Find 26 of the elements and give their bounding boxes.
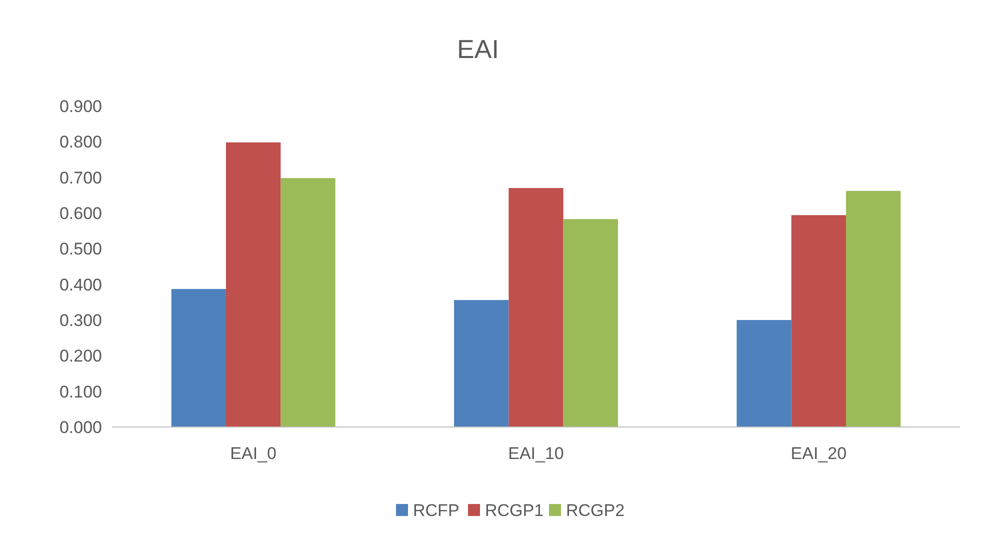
bar xyxy=(736,320,792,427)
y-tick-label: 0.500 xyxy=(59,240,102,259)
x-tick-label: EAI_20 xyxy=(790,444,847,463)
bar xyxy=(791,215,846,427)
y-tick-label: 0.100 xyxy=(59,382,102,402)
y-tick-label: 0.200 xyxy=(59,346,102,366)
legend-label: RCGP1 xyxy=(485,500,544,520)
bar xyxy=(563,219,618,427)
y-tick-label: 0.800 xyxy=(59,132,102,152)
y-tick-label: 0.000 xyxy=(59,418,102,437)
bar xyxy=(280,178,336,427)
y-tick-label: 0.700 xyxy=(59,168,102,188)
y-tick-label: 0.900 xyxy=(59,96,102,116)
y-tick-label: 0.600 xyxy=(59,204,102,223)
bar xyxy=(226,142,281,427)
bar xyxy=(508,188,564,427)
bar xyxy=(171,288,226,427)
chart-title: EAI xyxy=(457,34,499,64)
legend-label: RCFP xyxy=(413,500,460,520)
bar xyxy=(454,300,509,427)
y-tick-label: 0.400 xyxy=(59,275,102,294)
x-tick-label: EAI_0 xyxy=(230,444,276,463)
y-tick-label: 0.300 xyxy=(59,310,102,330)
legend-label: RCGP2 xyxy=(566,500,625,520)
x-tick-label: EAI_10 xyxy=(508,444,564,463)
bar xyxy=(846,190,901,427)
